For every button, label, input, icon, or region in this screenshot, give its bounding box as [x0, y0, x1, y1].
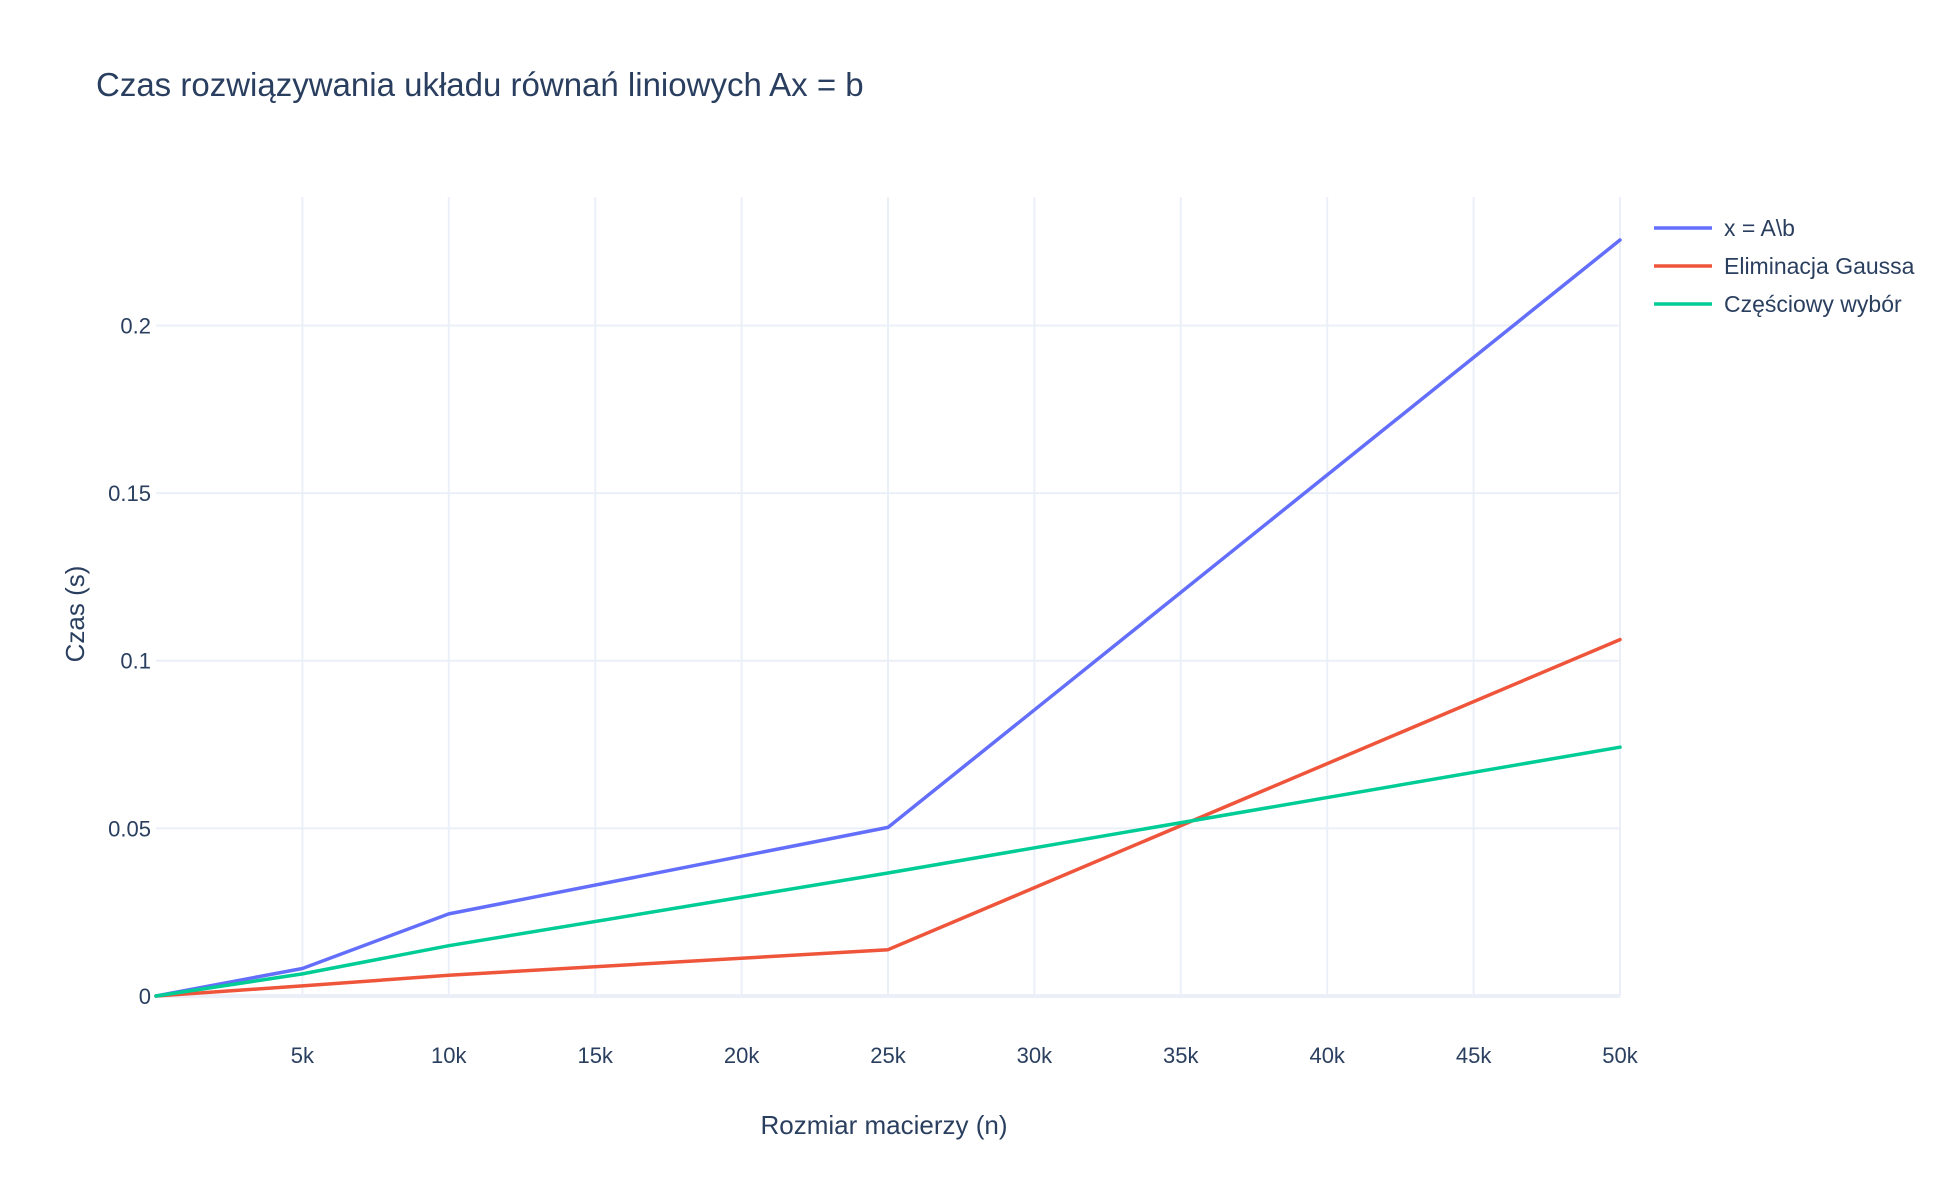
legend-item-2[interactable]: Częściowy wybór [1654, 291, 1902, 317]
y-tick-label: 0.1 [120, 649, 151, 674]
legend-label: Eliminacja Gaussa [1724, 253, 1915, 279]
x-tick-label: 25k [870, 1043, 906, 1068]
y-tick-label: 0.15 [108, 481, 151, 506]
series-line-0 [154, 238, 1622, 998]
chart-title: Czas rozwiązywania układu równań liniowy… [96, 66, 864, 103]
legend-item-1[interactable]: Eliminacja Gaussa [1654, 253, 1915, 279]
series-layer [154, 238, 1622, 998]
x-axis-title: Rozmiar macierzy (n) [760, 1110, 1007, 1140]
legend[interactable]: x = A\b Eliminacja Gaussa Częściowy wybór [1654, 215, 1915, 317]
y-tick-label: 0 [139, 984, 151, 1009]
legend-label: Częściowy wybór [1724, 291, 1902, 317]
legend-item-0[interactable]: x = A\b [1654, 215, 1795, 241]
y-axis-title: Czas (s) [60, 566, 90, 663]
series-line-1 [154, 637, 1622, 998]
x-tick-label: 30k [1017, 1043, 1053, 1068]
x-tick-label: 40k [1309, 1043, 1345, 1068]
grid-layer [156, 197, 1621, 998]
x-tick-label: 35k [1163, 1043, 1199, 1068]
y-tick-label: 0.05 [108, 816, 151, 841]
legend-label: x = A\b [1724, 215, 1795, 241]
x-tick-label: 50k [1602, 1043, 1638, 1068]
y-tick-label: 0.2 [120, 313, 151, 338]
tick-labels: 5k 10k 15k 20k 25k 30k 35k 40k 45k 50k 0 0.05 0.1 0.1… [108, 313, 1639, 1068]
x-tick-label: 15k [577, 1043, 613, 1068]
x-tick-label: 10k [431, 1043, 467, 1068]
x-tick-label: 20k [724, 1043, 760, 1068]
series-line-2 [154, 745, 1622, 998]
x-tick-label: 5k [291, 1043, 315, 1068]
x-tick-label: 45k [1456, 1043, 1492, 1068]
